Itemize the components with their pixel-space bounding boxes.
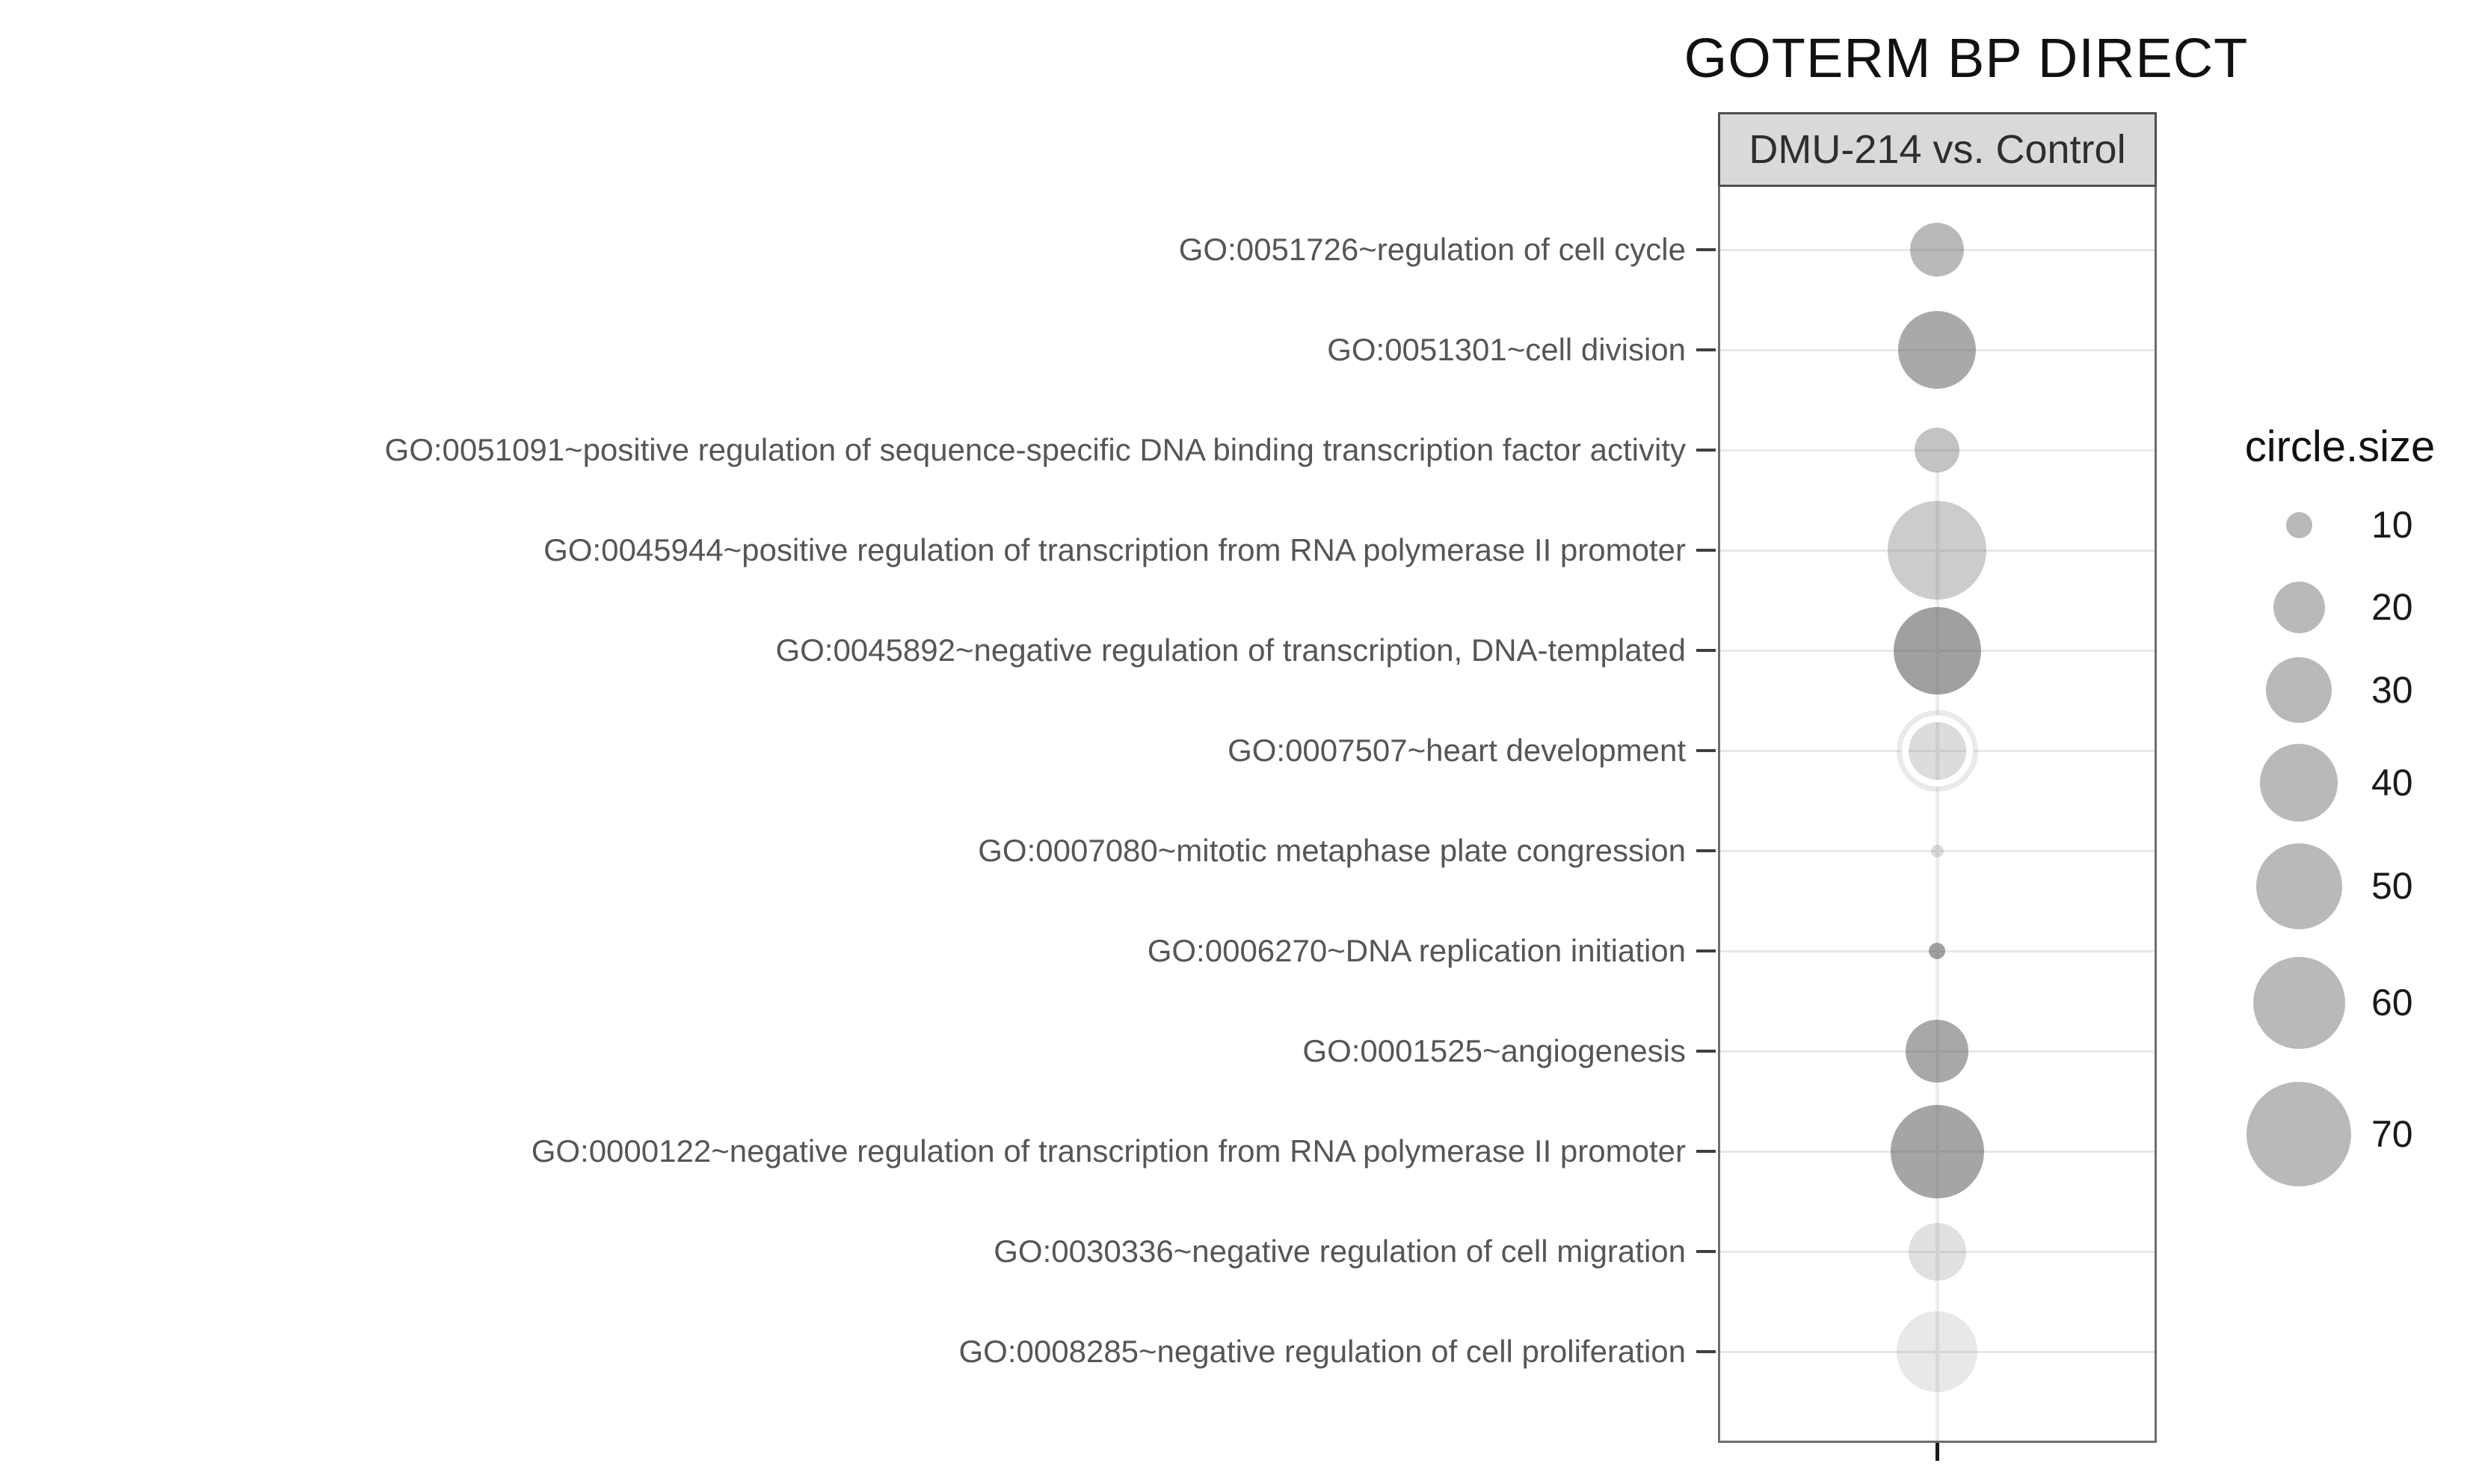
legend-value: 50	[2371, 865, 2413, 907]
legend-value: 40	[2371, 762, 2413, 804]
y-tick	[1696, 1250, 1716, 1253]
y-tick	[1696, 749, 1716, 752]
legend-circle	[2247, 1082, 2351, 1186]
y-tick	[1696, 549, 1716, 552]
bubble	[1908, 721, 1966, 780]
legend-circle	[2260, 744, 2338, 822]
bubble	[1930, 844, 1944, 858]
y-axis-label: GO:0045944~positive regulation of transc…	[543, 532, 1686, 567]
y-tick	[1696, 849, 1716, 852]
legend-circle	[2273, 581, 2325, 633]
y-tick	[1696, 949, 1716, 952]
row-gridline	[1720, 249, 2155, 251]
y-axis-label: GO:0007080~mitotic metaphase plate congr…	[978, 833, 1686, 868]
y-tick	[1696, 248, 1716, 251]
legend-value: 10	[2371, 504, 2413, 546]
y-axis-label: GO:0001525~angiogenesis	[1302, 1033, 1686, 1068]
bubble	[1908, 1222, 1966, 1281]
bubble	[1906, 1020, 1968, 1083]
bubble	[1929, 943, 1945, 959]
legend-title: circle.size	[2244, 422, 2436, 471]
bubble	[1910, 223, 1964, 277]
y-axis-label: GO:0051301~cell division	[1327, 332, 1686, 367]
column-header: DMU-214 vs. Control	[1718, 112, 2157, 187]
bubble	[1915, 428, 1959, 472]
y-tick	[1696, 449, 1716, 452]
chart-title: GOTERM BP DIRECT	[1684, 27, 2249, 89]
legend-value: 30	[2371, 669, 2413, 711]
legend-circle	[2266, 657, 2332, 723]
x-tick	[1936, 1443, 1939, 1461]
y-axis-label: GO:0008285~negative regulation of cell p…	[958, 1334, 1686, 1369]
y-tick	[1696, 348, 1716, 351]
legend-value: 60	[2371, 982, 2413, 1023]
legend-circle	[2252, 956, 2345, 1049]
y-axis-label: GO:0051726~regulation of cell cycle	[1178, 232, 1686, 267]
legend-value: 20	[2371, 586, 2413, 628]
y-axis-label: GO:0045892~negative regulation of transc…	[775, 632, 1686, 668]
y-tick	[1696, 1050, 1716, 1053]
bubble	[1897, 1311, 1977, 1392]
row-gridline	[1720, 449, 2155, 452]
y-axis-label: GO:0051091~positive regulation of sequen…	[384, 432, 1686, 467]
y-axis-label: GO:0030336~negative regulation of cell m…	[994, 1234, 1686, 1269]
y-axis-label: GO:0000122~negative regulation of transc…	[531, 1133, 1686, 1169]
bubble	[1890, 1104, 1984, 1198]
bubble	[1893, 606, 1981, 695]
legend-circle	[2285, 511, 2312, 538]
y-tick	[1696, 1150, 1716, 1153]
y-axis-label: GO:0006270~DNA replication initiation	[1147, 933, 1686, 968]
y-axis-label: GO:0007507~heart development	[1228, 733, 1686, 768]
legend-value: 70	[2371, 1113, 2413, 1155]
bubble	[1898, 311, 1976, 389]
bubble	[1888, 501, 1986, 600]
y-tick	[1696, 1350, 1716, 1353]
y-tick	[1696, 649, 1716, 652]
legend-circle	[2255, 843, 2342, 929]
